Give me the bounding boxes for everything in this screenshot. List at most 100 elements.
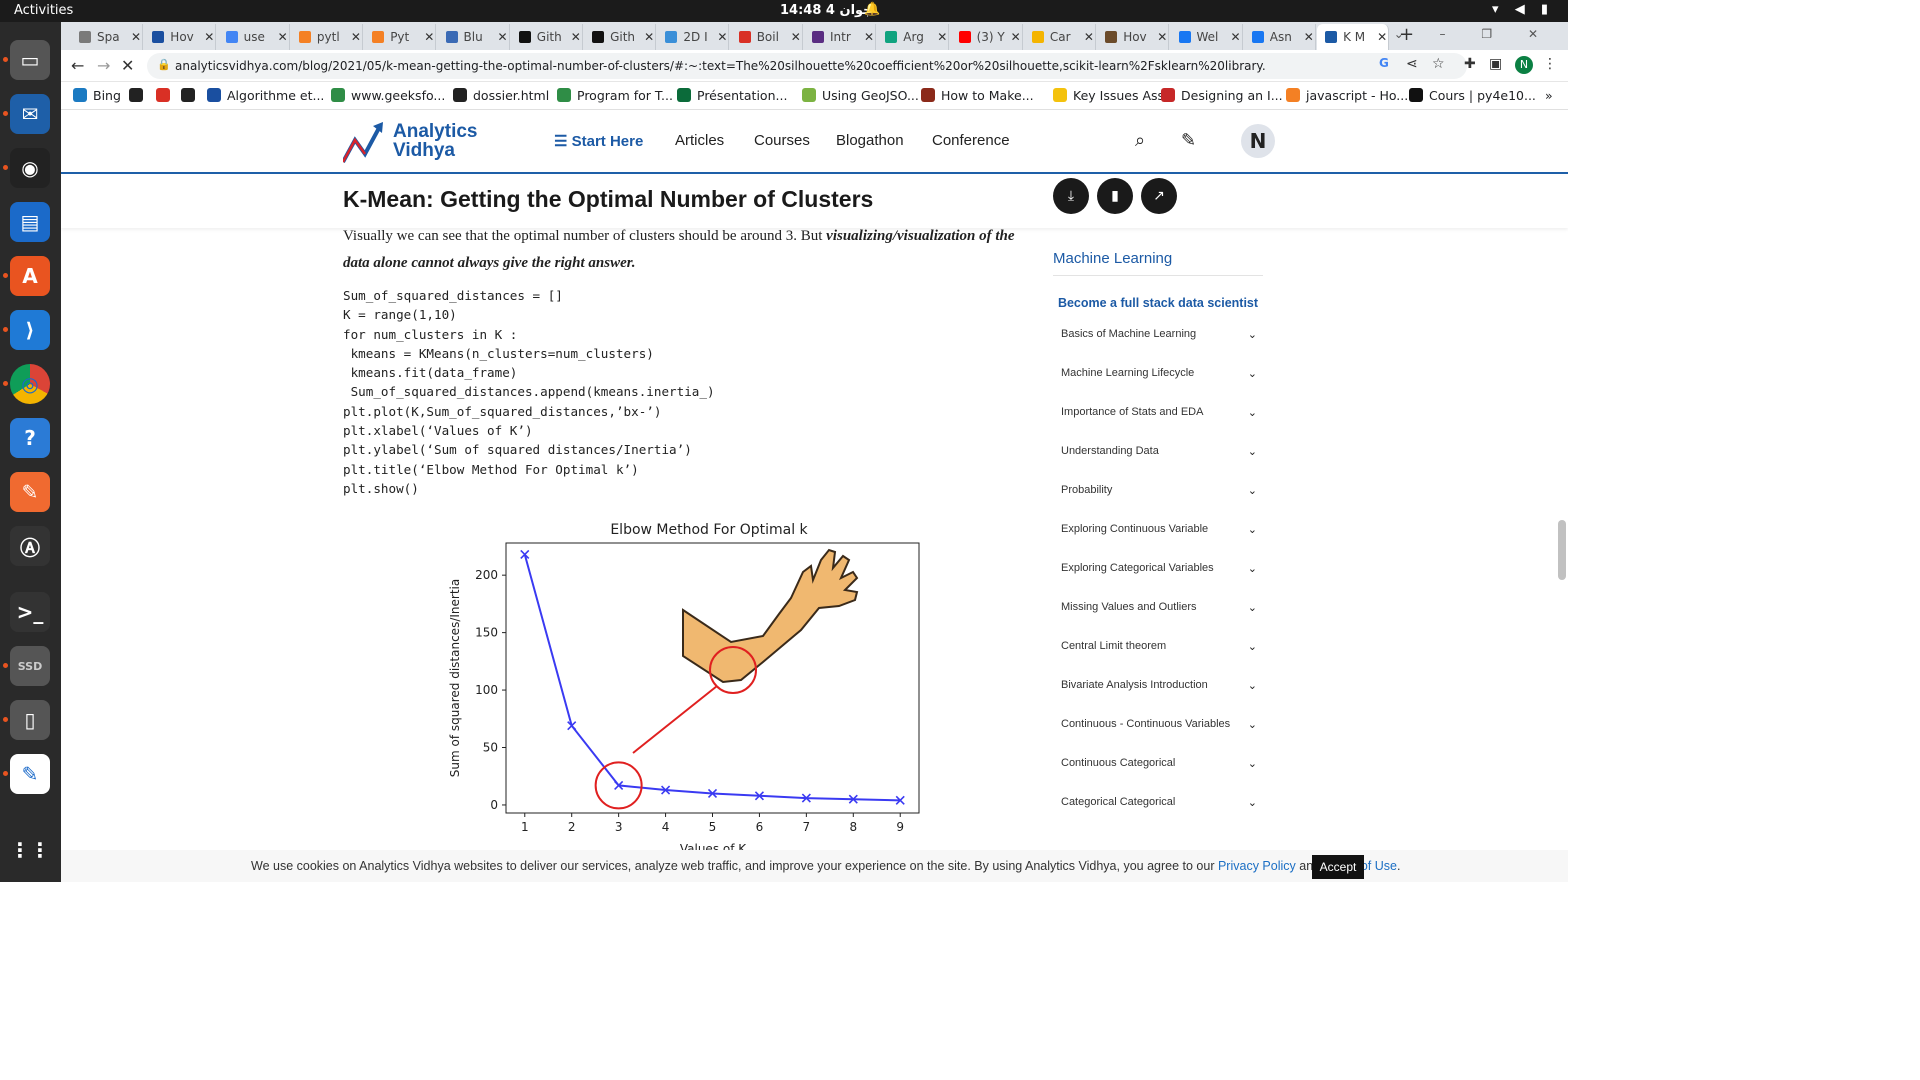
bookmark-item[interactable] bbox=[181, 88, 201, 103]
close-tab-icon[interactable]: ✕ bbox=[497, 30, 508, 44]
browser-tab[interactable]: 2D I ✕ bbox=[657, 24, 730, 50]
sidebar-topic[interactable]: Machine Learning Lifecycle ⌄ bbox=[1053, 367, 1263, 406]
bookmark-star-icon[interactable]: ☆ bbox=[1432, 56, 1445, 72]
write-article-icon[interactable]: ✎ bbox=[1181, 130, 1197, 151]
close-tab-icon[interactable]: ✕ bbox=[131, 30, 142, 44]
sidebar-heading[interactable]: Machine Learning bbox=[1053, 250, 1263, 276]
bookmark-item[interactable] bbox=[129, 88, 149, 103]
close-tab-icon[interactable]: ✕ bbox=[204, 30, 215, 44]
browser-tab[interactable]: Pyt ✕ bbox=[364, 24, 437, 50]
bookmark-item[interactable] bbox=[156, 88, 176, 103]
bookmark-item[interactable]: Key Issues Ass... bbox=[1053, 88, 1176, 103]
stop-loading-icon[interactable]: ✕ bbox=[121, 56, 135, 75]
menu-courses[interactable]: Courses bbox=[754, 132, 810, 149]
ssd-drive-icon[interactable]: SSD bbox=[10, 646, 50, 686]
close-tab-icon[interactable]: ✕ bbox=[864, 30, 875, 44]
browser-tab[interactable]: Blu ✕ bbox=[438, 24, 510, 50]
close-tab-icon[interactable]: ✕ bbox=[1157, 30, 1168, 44]
close-tab-icon[interactable]: ✕ bbox=[717, 30, 728, 44]
chevron-down-icon[interactable]: ⌄ bbox=[1247, 641, 1257, 653]
sidebar-topic[interactable]: Categorical Categorical ⌄ bbox=[1053, 796, 1263, 835]
sidebar-topic[interactable]: Continuous Categorical ⌄ bbox=[1053, 757, 1263, 796]
close-tab-icon[interactable]: ✕ bbox=[277, 30, 288, 44]
browser-menu-icon[interactable]: ⋮ bbox=[1543, 56, 1557, 72]
sidebar-topic[interactable]: Missing Values and Outliers ⌄ bbox=[1053, 601, 1263, 640]
bookmark-item[interactable]: Using GeoJSO... bbox=[802, 88, 919, 103]
tab-active[interactable]: K M ✕ bbox=[1317, 24, 1390, 50]
menu-conference[interactable]: Conference bbox=[932, 132, 1010, 149]
close-tab-icon[interactable]: ✕ bbox=[1377, 30, 1388, 44]
close-tab-icon[interactable]: ✕ bbox=[570, 30, 581, 44]
share-article-icon[interactable]: ↗ bbox=[1141, 178, 1177, 214]
bookmark-item[interactable]: www.geeksfo... bbox=[331, 88, 445, 103]
analytics-vidhya-logo[interactable] bbox=[343, 120, 493, 164]
new-tab-button[interactable]: + bbox=[1399, 24, 1415, 45]
chevron-down-icon[interactable]: ⌄ bbox=[1247, 485, 1257, 497]
app-center-icon[interactable]: A bbox=[10, 256, 50, 296]
page-scrollbar[interactable] bbox=[1558, 520, 1566, 580]
browser-tab[interactable]: Intr ✕ bbox=[804, 24, 876, 50]
bookmark-item[interactable]: Designing an I... bbox=[1161, 88, 1283, 103]
menu-blogathon[interactable]: Blogathon bbox=[836, 132, 904, 149]
browser-tab[interactable]: Hov ✕ bbox=[144, 24, 217, 50]
bookmark-icon[interactable]: ▮ bbox=[1097, 178, 1133, 214]
vscode-icon[interactable]: ⟩ bbox=[10, 310, 50, 350]
show-apps-icon[interactable]: ⋮⋮ bbox=[10, 830, 50, 870]
menu-start-here[interactable]: ☰ Start Here bbox=[554, 132, 643, 150]
sidebar-topic[interactable]: Probability ⌄ bbox=[1053, 484, 1263, 523]
more-bookmarks-icon[interactable]: » bbox=[1545, 88, 1553, 103]
back-icon[interactable]: ← bbox=[71, 56, 85, 75]
thunderbird-icon[interactable]: ✉ bbox=[10, 94, 50, 134]
sidebar-topic[interactable]: Exploring Continuous Variable ⌄ bbox=[1053, 523, 1263, 562]
bookmark-item[interactable]: javascript - Ho... bbox=[1286, 88, 1408, 103]
browser-tab[interactable]: Gith ✕ bbox=[511, 24, 583, 50]
bookmark-item[interactable]: Présentation... bbox=[677, 88, 787, 103]
clock[interactable]: 14:48 4 جوان bbox=[780, 3, 873, 18]
sidebar-topic[interactable]: Continuous - Continuous Variables ⌄ bbox=[1053, 718, 1263, 757]
sidebar-topic[interactable]: Understanding Data ⌄ bbox=[1053, 445, 1263, 484]
chevron-down-icon[interactable]: ⌄ bbox=[1247, 680, 1257, 692]
text-editor-icon[interactable]: ✎ bbox=[10, 754, 50, 794]
close-tab-icon[interactable]: ✕ bbox=[424, 30, 435, 44]
bookmark-item[interactable]: Cours | py4e10... bbox=[1409, 88, 1536, 103]
browser-tab[interactable]: Spa ✕ bbox=[71, 24, 143, 50]
google-lens-icon[interactable]: G bbox=[1379, 56, 1389, 70]
chevron-down-icon[interactable]: ⌄ bbox=[1247, 602, 1257, 614]
chevron-down-icon[interactable]: ⌄ bbox=[1247, 797, 1257, 809]
activities-button[interactable]: Activities bbox=[14, 3, 74, 18]
user-avatar[interactable]: N bbox=[1241, 124, 1275, 158]
chevron-down-icon[interactable]: ⌄ bbox=[1247, 329, 1257, 341]
terminal-icon[interactable]: >_ bbox=[10, 592, 50, 632]
side-panel-icon[interactable]: ▣ bbox=[1489, 56, 1503, 72]
profile-avatar[interactable]: N bbox=[1515, 56, 1533, 74]
browser-tab[interactable]: Asn ✕ bbox=[1244, 24, 1316, 50]
browser-tab[interactable]: pytl ✕ bbox=[291, 24, 363, 50]
browser-tab[interactable]: Hov ✕ bbox=[1097, 24, 1170, 50]
browser-tab[interactable]: Gith ✕ bbox=[584, 24, 657, 50]
close-tab-icon[interactable]: ✕ bbox=[1083, 30, 1094, 44]
forward-icon[interactable]: → bbox=[97, 56, 111, 75]
system-tray[interactable]: ▾ ◀ ▮ bbox=[1492, 2, 1554, 17]
close-tab-icon[interactable]: ✕ bbox=[1230, 30, 1241, 44]
chevron-down-icon[interactable]: ⌄ bbox=[1247, 758, 1257, 770]
browser-tab[interactable]: use ✕ bbox=[218, 24, 290, 50]
sidebar-topic[interactable]: Basics of Machine Learning ⌄ bbox=[1053, 328, 1263, 367]
writer-icon[interactable]: ▤ bbox=[10, 202, 50, 242]
browser-tab[interactable]: (3) Y ✕ bbox=[951, 24, 1023, 50]
share-icon[interactable]: ⋖ bbox=[1406, 56, 1418, 72]
notification-bell-icon[interactable]: 🔔 bbox=[864, 2, 881, 17]
sidebar-topic[interactable]: Central Limit theorem ⌄ bbox=[1053, 640, 1263, 679]
accept-cookies-button[interactable]: Accept bbox=[1312, 855, 1364, 879]
archive-icon[interactable]: ▯ bbox=[10, 700, 50, 740]
browser-tab[interactable]: Car ✕ bbox=[1024, 24, 1096, 50]
extensions-icon[interactable]: ✚ bbox=[1464, 56, 1476, 72]
chevron-down-icon[interactable]: ⌄ bbox=[1247, 368, 1257, 380]
browser-tab[interactable]: Wel ✕ bbox=[1171, 24, 1243, 50]
browser-tab[interactable]: Boil ✕ bbox=[731, 24, 803, 50]
search-icon[interactable]: ⌕ bbox=[1135, 130, 1146, 151]
privacy-policy-link[interactable]: Privacy Policy bbox=[1217, 859, 1296, 873]
chevron-down-icon[interactable]: ⌄ bbox=[1247, 446, 1257, 458]
sidebar-topic[interactable]: Importance of Stats and EDA ⌄ bbox=[1053, 406, 1263, 445]
bookmark-item[interactable]: Algorithme et... bbox=[207, 88, 324, 103]
software-updater-icon[interactable]: Ⓐ bbox=[10, 526, 50, 566]
